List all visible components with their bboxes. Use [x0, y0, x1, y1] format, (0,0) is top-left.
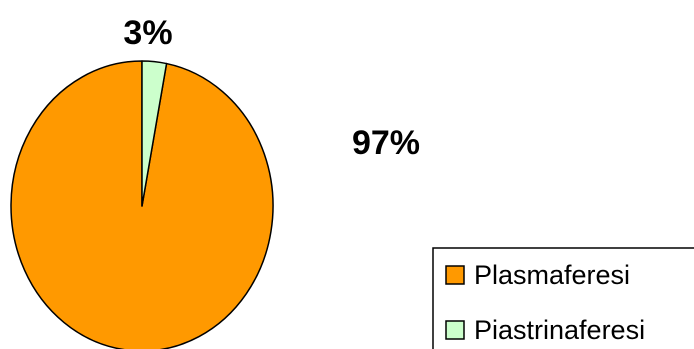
legend-swatch-piastrinaferesi — [445, 320, 465, 340]
pie-slices — [10, 60, 274, 349]
legend: Plasmaferesi Piastrinaferesi — [432, 247, 694, 349]
legend-box — [432, 247, 694, 349]
legend-label-plasmaferesi: Plasmaferesi — [474, 260, 630, 290]
legend-swatch-plasmaferesi — [445, 265, 465, 285]
legend-label-piastrinaferesi: Piastrinaferesi — [474, 315, 645, 345]
slice-label-piastrinaferesi: 3% — [123, 14, 172, 52]
pie-slice-piastrinaferesi — [141, 60, 168, 207]
slice-label-plasmaferesi: 97% — [352, 124, 420, 162]
